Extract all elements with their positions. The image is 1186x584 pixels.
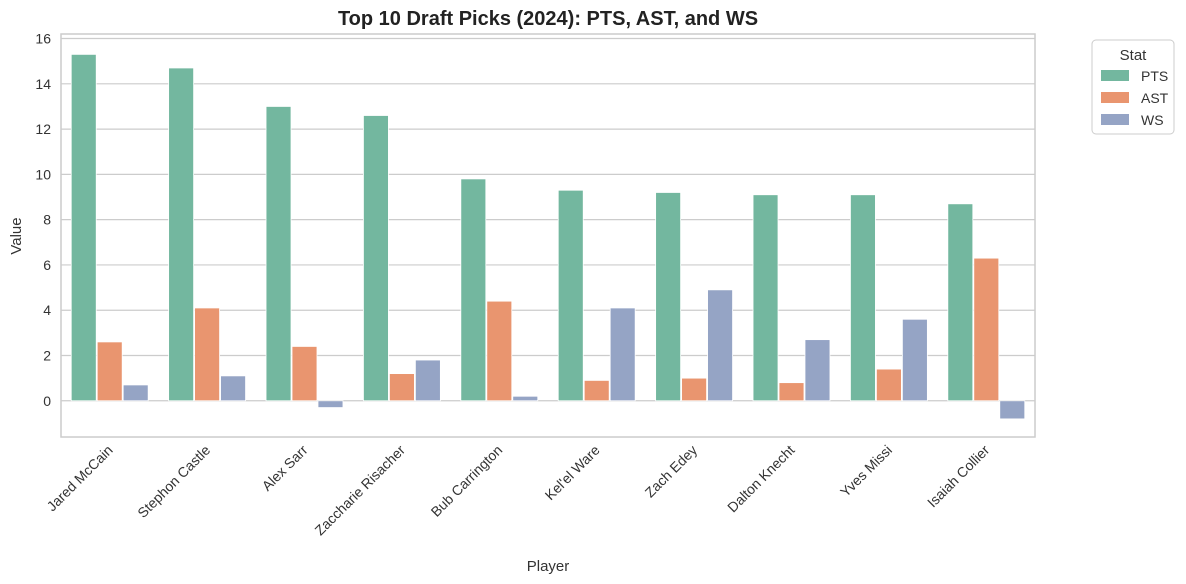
y-tick-label: 6 — [43, 257, 51, 273]
bar-ws — [609, 307, 636, 402]
x-tick-label: Kel'el Ware — [542, 442, 603, 503]
bar-pts — [752, 194, 779, 402]
legend-swatch-ast — [1101, 92, 1129, 103]
legend-label-ast: AST — [1141, 90, 1169, 106]
plot-frame — [60, 33, 1036, 438]
legend: Stat PTS AST WS — [1091, 39, 1175, 135]
bar-ast — [778, 382, 805, 402]
bar-pts — [655, 192, 682, 402]
x-tick-label: Zach Edey — [642, 442, 701, 501]
gridlines — [61, 37, 1035, 402]
y-tick-label: 16 — [35, 31, 51, 47]
bar-pts — [947, 203, 974, 402]
legend-swatch-ws — [1101, 114, 1129, 125]
bar-pts — [850, 194, 876, 402]
bar-ast — [291, 346, 318, 402]
bar-pts — [460, 178, 487, 402]
y-tick-labels: 0 2 4 6 8 10 12 14 16 — [35, 31, 51, 409]
x-tick-label: Alex Sarr — [259, 442, 311, 494]
x-tick-label: Yves Missi — [837, 442, 895, 500]
y-axis-label: Value — [8, 217, 25, 254]
bar-ws — [901, 318, 928, 402]
x-tick-label: Bub Carrington — [428, 442, 506, 520]
bar-ast — [876, 368, 902, 402]
chart-title: Top 10 Draft Picks (2024): PTS, AST, and… — [338, 8, 758, 30]
legend-label-ws: WS — [1141, 112, 1164, 128]
bar-ws — [220, 375, 246, 402]
bar-ws — [317, 400, 344, 408]
bar-ast — [194, 307, 220, 402]
legend-title: Stat — [1120, 47, 1148, 64]
bar-ast — [681, 377, 707, 402]
y-tick-label: 14 — [35, 76, 51, 92]
y-tick-label: 4 — [43, 302, 51, 318]
y-tick-label: 0 — [43, 393, 51, 409]
y-tick-label: 12 — [35, 121, 51, 137]
bar-ast — [583, 379, 610, 402]
bar-ws — [999, 400, 1026, 420]
bar-ast — [486, 300, 513, 402]
bars — [70, 53, 1026, 420]
x-tick-label: Dalton Knecht — [724, 442, 798, 516]
bar-ws — [512, 395, 539, 402]
bar-pts — [70, 53, 97, 402]
legend-box — [1091, 39, 1175, 135]
x-tick-label: Stephon Castle — [134, 442, 213, 521]
x-tick-label: Isaiah Collier — [924, 442, 993, 511]
legend-swatch-pts — [1101, 70, 1129, 81]
y-tick-label: 10 — [35, 166, 51, 182]
x-tick-label: Zaccharie Risacher — [311, 442, 408, 539]
legend-items: PTS AST WS — [1101, 68, 1169, 128]
bar-pts — [363, 115, 389, 402]
bar-pts — [557, 189, 584, 402]
bar-pts — [168, 67, 195, 402]
y-tick-label: 2 — [43, 347, 51, 363]
x-tick-label: Jared McCain — [43, 442, 115, 514]
bar-ast — [973, 257, 1000, 402]
bar-ws — [122, 384, 149, 402]
bar-ws — [414, 359, 441, 402]
bar-pts — [265, 106, 292, 402]
bar-ws — [804, 339, 831, 402]
legend-label-pts: PTS — [1141, 68, 1168, 84]
x-axis-label: Player — [527, 558, 570, 575]
bar-ast — [96, 341, 123, 402]
y-tick-label: 8 — [43, 212, 51, 228]
bar-ws — [707, 289, 733, 402]
bar-ast — [389, 373, 415, 402]
x-tick-labels: Jared McCain Stephon Castle Alex Sarr Zacch… — [43, 442, 992, 539]
